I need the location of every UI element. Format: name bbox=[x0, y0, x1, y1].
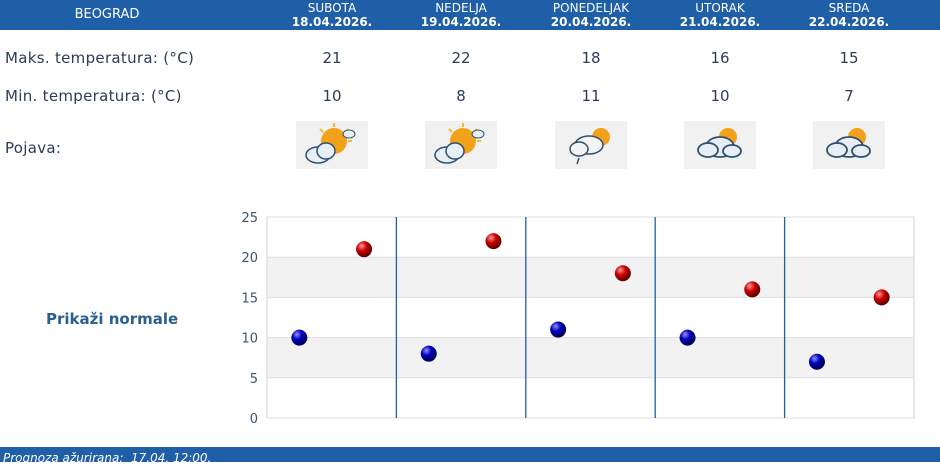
plot-area bbox=[266, 216, 915, 419]
min-temp-value: 8 bbox=[456, 87, 466, 105]
y-tick-label: 20 bbox=[241, 251, 258, 266]
footer-bar: Prognoza ažurirana: 17.04. 12:00. bbox=[0, 447, 940, 465]
day-name: NEDELJA bbox=[435, 1, 487, 15]
clouds-with-sun-icon bbox=[813, 121, 885, 169]
day-name: SUBOTA bbox=[307, 1, 357, 15]
max-temp-value: 18 bbox=[581, 49, 601, 67]
day-header-2: NEDELJA 19.04.2026. bbox=[396, 0, 526, 29]
y-tick-label: 10 bbox=[241, 332, 258, 347]
max-temp-value: 15 bbox=[839, 49, 859, 67]
min-temp-marker bbox=[550, 321, 567, 338]
show-normals-link[interactable]: Prikaži normale bbox=[46, 310, 179, 328]
max-temp-value: 21 bbox=[322, 49, 342, 67]
day-header-5: SREDA 22.04.2026. bbox=[784, 0, 914, 29]
sun-behind-cloud-icon bbox=[296, 121, 368, 169]
y-tick-label: 5 bbox=[250, 372, 258, 387]
max-temp-marker bbox=[744, 281, 761, 298]
min-temp-marker bbox=[420, 345, 437, 362]
phenomenon-label: Pojava: bbox=[5, 139, 62, 157]
min-temp-marker bbox=[808, 353, 825, 370]
min-temp-label: Min. temperatura: (°C) bbox=[5, 87, 182, 105]
day-header-3: PONEDELJAK 20.04.2026. bbox=[526, 0, 656, 29]
y-tick-label: 0 bbox=[250, 412, 258, 427]
temperature-chart: 0 5 10 15 20 25 bbox=[241, 211, 915, 427]
day-date: 20.04.2026. bbox=[550, 15, 632, 29]
y-tick-label: 25 bbox=[241, 211, 258, 226]
min-temp-value: 10 bbox=[322, 87, 342, 105]
max-temp-value: 22 bbox=[451, 49, 471, 67]
y-tick-label: 15 bbox=[241, 291, 258, 306]
min-temp-value: 11 bbox=[581, 87, 601, 105]
max-temp-marker bbox=[873, 289, 890, 306]
grid-band bbox=[268, 337, 913, 378]
min-temp-marker bbox=[291, 329, 308, 346]
grid-band bbox=[268, 257, 913, 298]
header-bar bbox=[0, 0, 940, 30]
day-name: SREDA bbox=[828, 1, 870, 15]
day-date: 21.04.2026. bbox=[679, 15, 761, 29]
sun-behind-cloud-icon bbox=[425, 121, 497, 169]
max-temp-label: Maks. temperatura: (°C) bbox=[5, 49, 195, 67]
day-header-1: SUBOTA 18.04.2026. bbox=[267, 0, 397, 29]
min-temp-value: 7 bbox=[844, 87, 854, 105]
min-temp-marker bbox=[679, 329, 696, 346]
clouds-with-sun-icon bbox=[684, 121, 756, 169]
max-temp-marker bbox=[485, 233, 502, 250]
max-temp-marker bbox=[356, 241, 373, 258]
max-temp-marker bbox=[614, 265, 631, 282]
day-name: UTORAK bbox=[695, 1, 745, 15]
day-date: 18.04.2026. bbox=[291, 15, 373, 29]
day-date: 19.04.2026. bbox=[420, 15, 502, 29]
cloud-with-rain-and-sun-icon bbox=[555, 121, 627, 169]
day-date: 22.04.2026. bbox=[808, 15, 890, 29]
day-name: PONEDELJAK bbox=[552, 1, 630, 15]
city-name: BEOGRAD bbox=[74, 7, 140, 22]
max-temp-value: 16 bbox=[710, 49, 730, 67]
day-header-4: UTORAK 21.04.2026. bbox=[655, 0, 785, 29]
updated-text: Prognoza ažurirana: 17.04. 12:00. bbox=[3, 451, 212, 465]
min-temp-value: 10 bbox=[710, 87, 730, 105]
